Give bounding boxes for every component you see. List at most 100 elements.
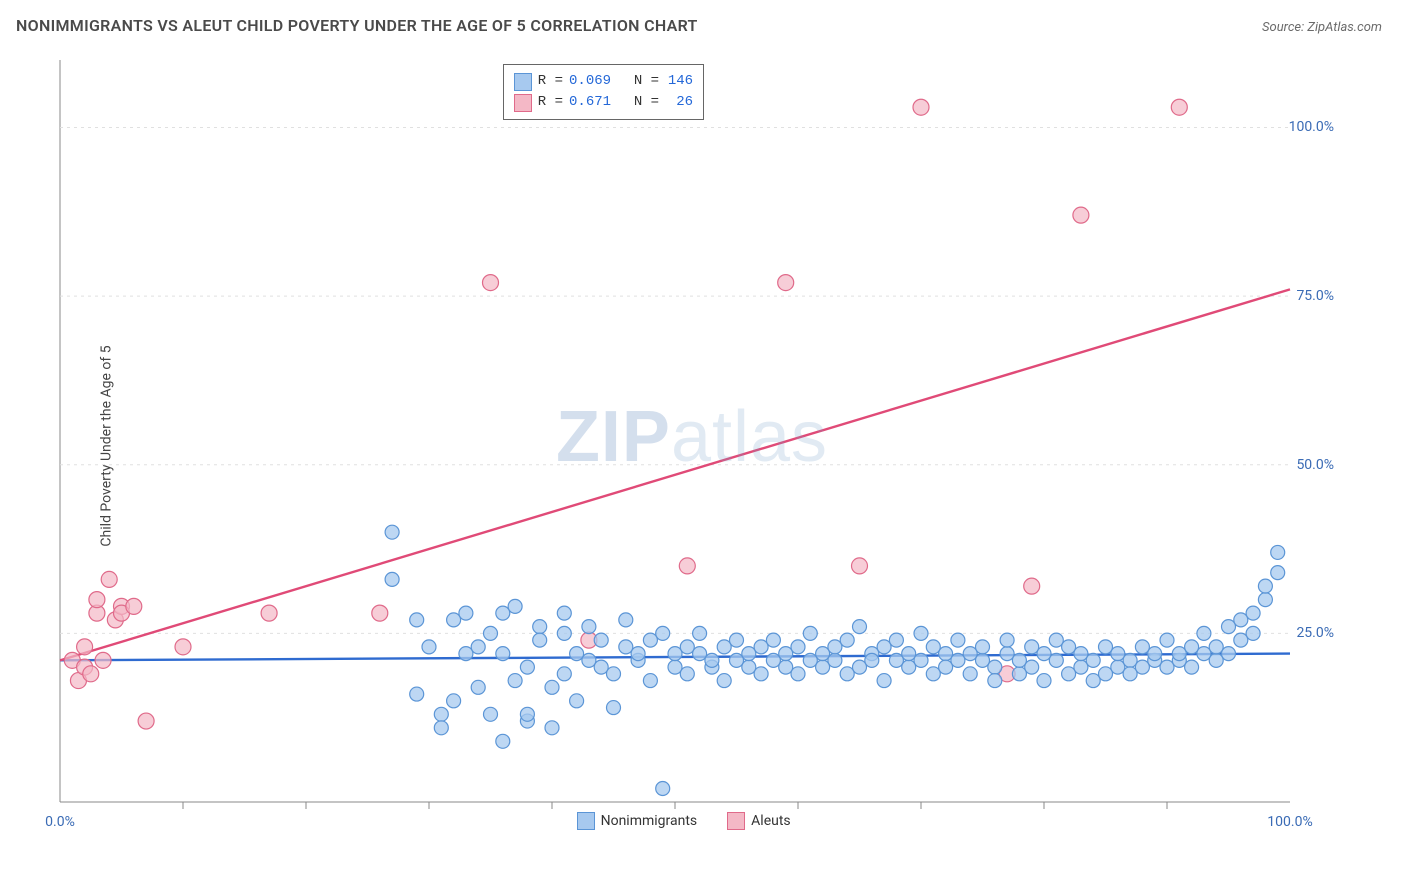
data-point [459,606,473,620]
data-point [557,667,571,681]
legend-item: Aleuts [727,812,790,830]
data-point [484,626,498,640]
data-point [1086,674,1100,688]
data-point [779,647,793,661]
data-point [939,660,953,674]
data-point [840,633,854,647]
data-point [1271,566,1285,580]
data-point [1073,207,1089,223]
legend-label: Nonimmigrants [601,813,698,829]
data-point [791,640,805,654]
data-point [1258,593,1272,607]
data-point [1160,660,1174,674]
data-point [853,620,867,634]
data-point [447,613,461,627]
data-point [83,666,99,682]
data-point [496,606,510,620]
data-point [1062,640,1076,654]
data-point [877,674,891,688]
legend-swatch [514,94,532,112]
data-point [1111,660,1125,674]
data-point [1209,653,1223,667]
data-point [1197,647,1211,661]
data-point [889,653,903,667]
data-point [619,613,633,627]
data-point [631,647,645,661]
data-point [434,721,448,735]
data-point [865,653,879,667]
scatter-chart [50,50,1334,832]
data-point [1135,660,1149,674]
data-point [705,653,719,667]
data-point [77,639,93,655]
series-legend: Nonimmigrants Aleuts [577,812,791,830]
data-point [1012,667,1026,681]
data-point [557,606,571,620]
data-point [730,653,744,667]
data-point [1074,647,1088,661]
y-tick-label: 75.0% [1296,288,1334,304]
data-point [570,647,584,661]
data-point [730,633,744,647]
data-point [1234,633,1248,647]
data-point [1024,578,1040,594]
data-point [914,626,928,640]
data-point [1025,640,1039,654]
data-point [668,647,682,661]
data-point [447,694,461,708]
x-tick-label: 100.0% [1267,814,1312,830]
data-point [852,558,868,574]
data-point [976,653,990,667]
data-point [816,660,830,674]
data-point [1099,667,1113,681]
data-point [976,640,990,654]
data-point [1000,647,1014,661]
data-point [1012,653,1026,667]
data-point [582,620,596,634]
data-point [803,653,817,667]
plot-area: ZIPatlas R = 0.069 N = 146R = 0.671 N = … [50,50,1334,832]
data-point [902,660,916,674]
data-point [963,667,977,681]
data-point [1160,633,1174,647]
data-point [1086,653,1100,667]
legend-row: R = 0.671 N = 26 [514,92,693,113]
data-point [742,660,756,674]
data-point [1062,667,1076,681]
data-point [754,667,768,681]
data-point [951,653,965,667]
data-point [926,667,940,681]
legend-item: Nonimmigrants [577,812,698,830]
data-point [1049,653,1063,667]
data-point [126,598,142,614]
data-point [1037,674,1051,688]
data-point [1037,647,1051,661]
chart-title: NONIMMIGRANTS VS ALEUT CHILD POVERTY UND… [16,16,698,35]
data-point [1222,620,1236,634]
data-point [410,613,424,627]
data-point [1185,660,1199,674]
data-point [840,667,854,681]
data-point [1148,647,1162,661]
data-point [520,707,534,721]
data-point [471,640,485,654]
data-point [95,652,111,668]
y-tick-label: 100.0% [1289,119,1334,135]
data-point [1049,633,1063,647]
source-label: Source: ZipAtlas.com [1262,20,1382,35]
data-point [89,592,105,608]
data-point [496,734,510,748]
data-point [557,626,571,640]
data-point [1246,606,1260,620]
y-tick-label: 25.0% [1296,625,1334,641]
data-point [643,674,657,688]
data-point [1234,613,1248,627]
data-point [533,620,547,634]
data-point [803,626,817,640]
data-point [372,605,388,621]
data-point [791,667,805,681]
legend-row: R = 0.069 N = 146 [514,71,693,92]
data-point [1074,660,1088,674]
data-point [1246,626,1260,640]
data-point [101,571,117,587]
